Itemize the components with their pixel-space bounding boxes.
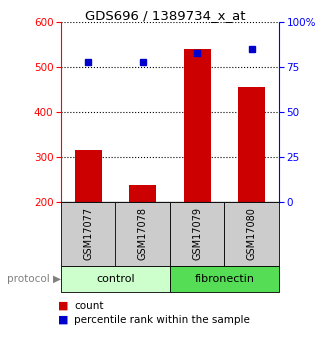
Text: control: control	[96, 274, 135, 284]
Text: ■: ■	[58, 301, 68, 311]
Bar	[75, 150, 102, 202]
Bar	[238, 87, 265, 202]
Text: GDS696 / 1389734_x_at: GDS696 / 1389734_x_at	[85, 9, 245, 22]
Text: GSM17080: GSM17080	[247, 207, 257, 260]
Text: fibronectin: fibronectin	[194, 274, 254, 284]
Text: count: count	[74, 301, 104, 311]
Bar	[183, 49, 211, 202]
Text: GSM17078: GSM17078	[138, 207, 148, 260]
Text: GSM17079: GSM17079	[192, 207, 202, 260]
Text: protocol ▶: protocol ▶	[7, 274, 61, 284]
Text: ■: ■	[58, 315, 68, 325]
Text: percentile rank within the sample: percentile rank within the sample	[74, 315, 250, 325]
Text: GSM17077: GSM17077	[83, 207, 93, 260]
Bar	[129, 185, 156, 202]
